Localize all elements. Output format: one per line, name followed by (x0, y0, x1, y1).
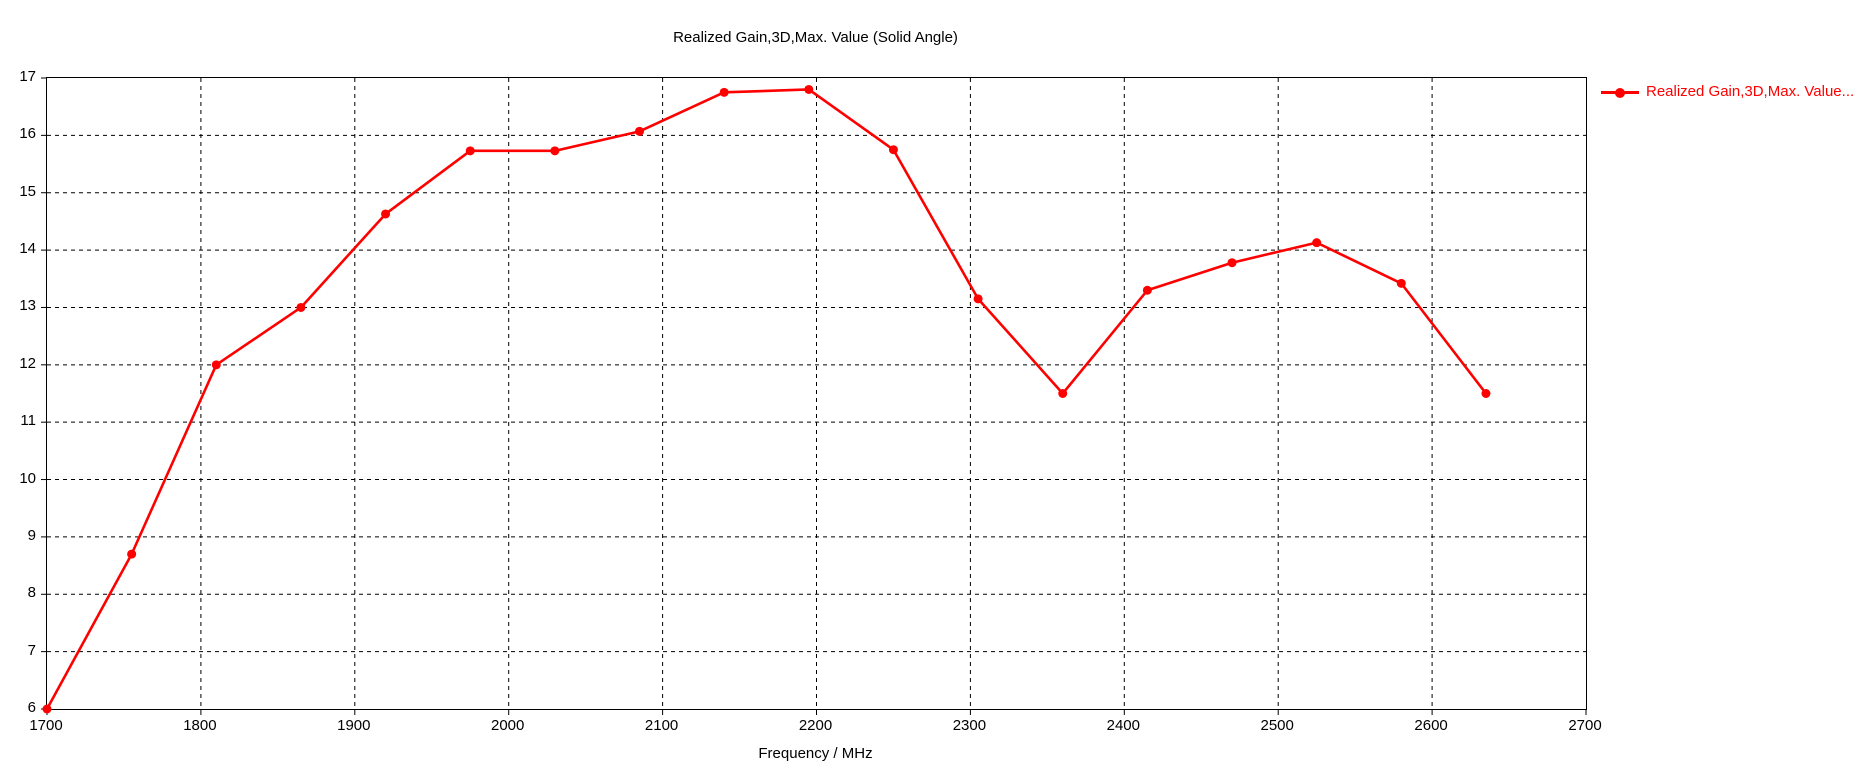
data-point-marker (1396, 278, 1406, 288)
data-point-marker (1227, 258, 1237, 268)
y-tick-label: 17 (19, 68, 36, 85)
y-tick-label: 12 (19, 354, 36, 372)
data-point-marker (1142, 285, 1152, 295)
x-tick-label: 2100 (644, 717, 679, 734)
plot-area (41, 77, 1587, 715)
x-axis-title: Frequency / MHz (758, 745, 873, 762)
data-point-marker (127, 549, 137, 559)
data-point-marker (550, 146, 560, 156)
y-tick-label: 6 (27, 699, 36, 716)
data-point-marker (381, 209, 391, 219)
x-tick-label: 1700 (29, 717, 63, 734)
x-tick-label: 1800 (183, 717, 217, 734)
data-point-marker (465, 146, 475, 156)
x-tick-label: 2600 (1414, 717, 1448, 734)
x-tick-label: 1900 (337, 717, 371, 734)
data-point-marker (1312, 238, 1322, 248)
legend-label: Realized Gain,3D,Max. Value... (1646, 83, 1855, 100)
x-tick-label: 2200 (798, 717, 833, 734)
data-point-marker (635, 126, 645, 136)
y-tick-label: 14 (19, 240, 36, 258)
y-tick-label: 9 (27, 526, 36, 544)
data-point-marker (211, 360, 221, 370)
data-point-marker (296, 302, 306, 312)
x-tick-label: 2400 (1106, 717, 1140, 734)
legend-line-dot-icon (1601, 87, 1639, 98)
data-point-marker (1058, 389, 1068, 398)
y-tick-label: 10 (19, 469, 36, 487)
legend: Realized Gain,3D,Max. Value... (1601, 83, 1854, 101)
data-point-marker (1481, 389, 1491, 398)
x-tick-label: 2700 (1568, 717, 1602, 734)
x-tick-label: 2500 (1260, 717, 1294, 734)
series-line (45, 88, 1488, 711)
y-tick-label: 11 (20, 412, 36, 430)
y-tick-label: 7 (27, 641, 36, 659)
y-tick-label: 8 (27, 584, 36, 602)
data-point-marker (719, 87, 729, 97)
plot-svg (41, 77, 1587, 715)
data-point-marker (42, 704, 52, 714)
x-tick-label: 2300 (952, 717, 987, 734)
chart-title: Realized Gain,3D,Max. Value (Solid Angle… (673, 29, 958, 46)
legend-dot (1615, 87, 1625, 98)
x-tick-label: 2000 (491, 717, 525, 734)
y-tick-label: 15 (19, 182, 36, 200)
data-point-marker (888, 145, 898, 155)
data-point-marker (973, 294, 983, 304)
data-point-marker (804, 84, 814, 94)
y-tick-label: 13 (19, 297, 36, 315)
y-tick-label: 16 (19, 125, 36, 143)
